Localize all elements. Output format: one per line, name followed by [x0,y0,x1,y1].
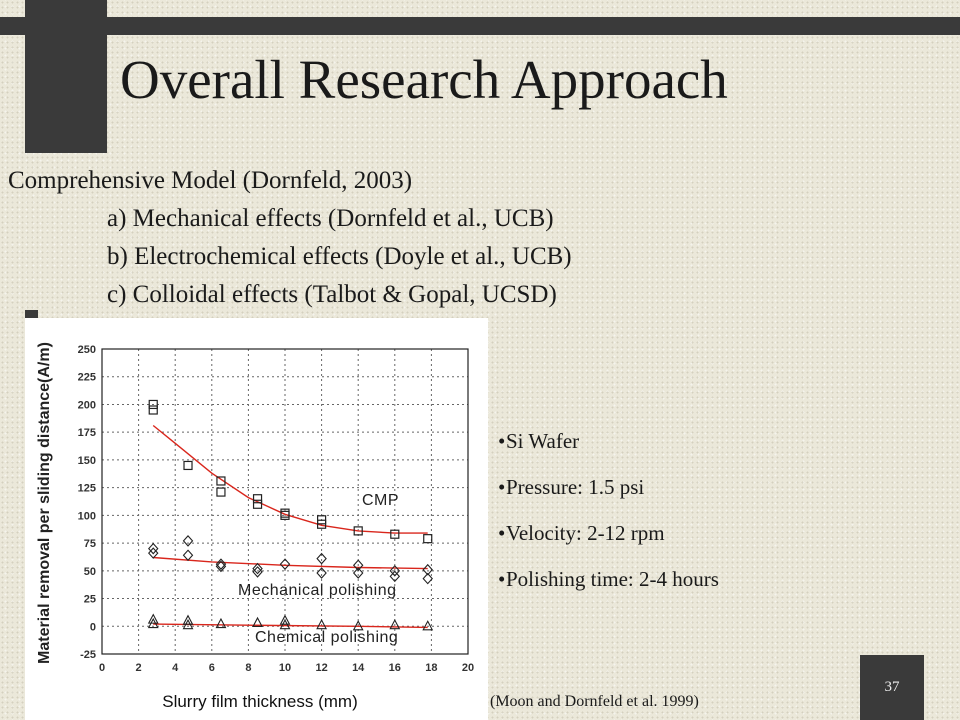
square-marker [353,526,363,536]
diamond-marker [389,570,401,583]
bullet-icon: • [498,475,506,499]
y-tick-label: 225 [78,372,96,384]
square-fit-curve [152,424,428,534]
experiment-conditions-list: •Si Wafer •Pressure: 1.5 psi •Velocity: … [498,426,719,610]
square-marker [148,399,158,410]
triangle-marker [352,620,364,631]
slide-title: Overall Research Approach [120,49,728,110]
condition-item: •Si Wafer [498,426,719,472]
page-number: 37 [884,679,900,695]
bullet-icon: • [498,521,506,545]
diamond-fit-curve [153,556,428,570]
square-marker [280,510,290,520]
triangle-fit-curve [153,623,428,629]
square-marker [216,487,226,497]
diamond-marker [422,563,433,576]
diamond-marker [352,567,364,579]
triangle-marker [182,614,194,625]
triangle-marker [182,618,194,630]
triangle-marker [279,614,291,625]
model-item-mechanical: a) Mechanical effects (Dornfeld et al., … [107,205,554,232]
y-tick-label: 100 [78,510,96,522]
square-marker [252,494,263,504]
page-number-box: 37 [860,655,924,720]
y-tick-label: 25 [84,594,96,606]
diamond-marker [252,562,263,575]
x-axis-label: Slurry film thickness (mm) [162,692,358,711]
y-tick-label: 200 [78,399,96,411]
x-tick-label: 0 [99,662,105,674]
plot-frame [101,348,469,655]
diamond-marker [316,567,327,579]
y-axis-label: Material removal per sliding distance(A/… [36,342,53,664]
triangle-marker [147,613,159,624]
condition-item: •Velocity: 2-12 rpm [498,518,719,564]
x-tick-label: 4 [172,662,179,674]
citation: (Moon and Dornfeld et al. 1999) [490,693,699,710]
condition-text: Si Wafer [506,429,580,453]
y-tick-label: 175 [78,427,96,439]
square-marker [148,405,158,415]
x-tick-label: 6 [209,662,215,674]
square-marker [216,476,226,486]
triangle-marker [252,616,263,627]
diamond-marker [215,558,227,570]
x-tick-label: 18 [425,662,437,674]
y-tick-label: 125 [78,483,96,495]
square-marker [390,529,400,539]
chart-annotation: CMP [362,492,399,509]
diamond-marker [252,566,263,578]
y-tick-label: -25 [80,649,96,661]
condition-text: Polishing time: 2-4 hours [506,567,719,591]
model-heading: Comprehensive Model (Dornfeld, 2003) [8,167,413,194]
triangle-marker [316,618,328,630]
x-tick-label: 12 [315,662,327,674]
x-tick-label: 16 [389,662,401,674]
model-item-electrochemical: b) Electrochemical effects (Doyle et al.… [107,243,572,270]
square-marker [423,534,433,544]
triangle-marker [147,617,159,629]
triangle-marker [422,620,434,631]
y-tick-label: 250 [78,344,96,356]
square-marker [252,499,263,509]
diamond-marker [316,552,327,565]
diamond-marker [182,535,194,547]
bullet-icon: • [498,429,506,453]
condition-item: •Polishing time: 2-4 hours [498,564,719,610]
triangle-marker [279,618,291,630]
top-decor-band [0,17,960,35]
chart-annotation: Chemical polishing [255,629,398,646]
diamond-marker [422,572,433,585]
x-tick-label: 10 [279,662,291,674]
x-tick-label: 20 [462,662,474,674]
removal-chart-panel: 0 2 4 6 8 10 12 14 16 18 20 -25 0 25 50 75 100 125 150 175 2… [25,318,488,720]
square-marker [317,519,327,529]
triangle-marker [215,617,227,629]
square-marker [183,460,193,471]
y-tick-label: 75 [84,538,96,550]
diamond-marker [279,558,291,570]
model-description: Comprehensive Model (Dornfeld, 2003) a) … [8,162,572,314]
x-tick-label: 14 [352,662,365,674]
removal-chart: 0 2 4 6 8 10 12 14 16 18 20-2502550751001251501752… [36,342,474,711]
diamond-marker [215,560,227,573]
triangle-marker [389,618,401,630]
chart-annotation: Mechanical polishing [238,582,397,599]
diamond-marker [182,549,194,562]
diamond-marker [389,564,401,577]
y-tick-label: 150 [78,455,96,467]
condition-item: •Pressure: 1.5 psi [498,472,719,518]
y-tick-label: 50 [84,566,96,578]
x-tick-label: 8 [245,662,251,674]
y-tick-label: 0 [90,621,96,633]
model-item-colloidal: c) Colloidal effects (Talbot & Gopal, UC… [107,281,557,308]
diamond-marker [148,547,159,559]
title-decor-block [25,0,107,153]
diamond-marker [148,542,159,555]
bullet-icon: • [498,567,506,591]
diamond-marker [352,559,364,572]
condition-text: Pressure: 1.5 psi [506,475,645,499]
x-tick-label: 2 [136,662,142,674]
condition-text: Velocity: 2-12 rpm [506,521,665,545]
